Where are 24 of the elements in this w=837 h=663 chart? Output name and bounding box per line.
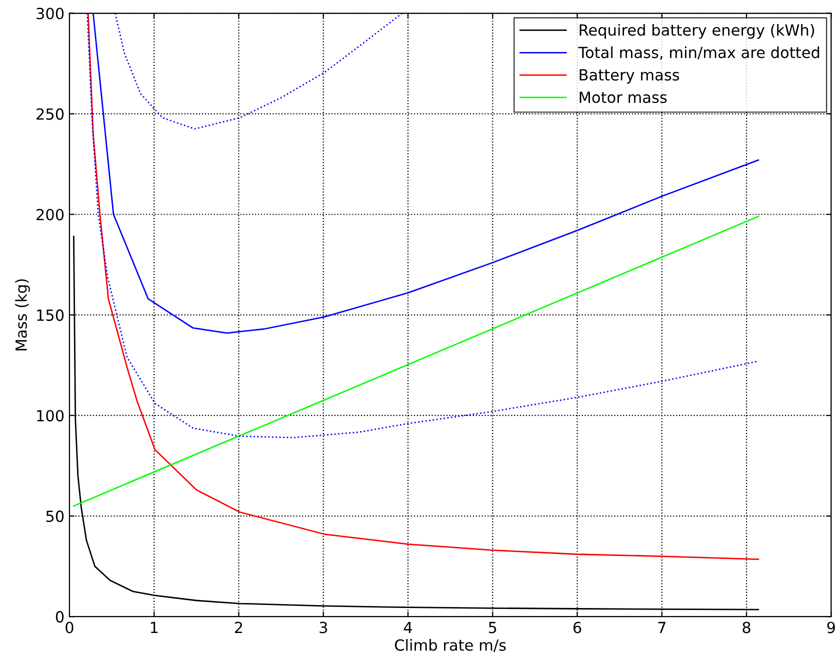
x-axis-title: Climb rate m/s: [394, 639, 506, 652]
legend-label: Total mass, min/max are dotted: [578, 46, 820, 60]
y-tick-label: 250: [36, 108, 64, 120]
x-tick-label: 6: [573, 622, 582, 634]
y-tick-label: 300: [36, 8, 64, 20]
legend-label: Required battery energy (kWh): [580, 24, 814, 39]
x-tick-label: 8: [742, 622, 750, 634]
x-tick-label: 9: [827, 622, 835, 634]
line-series: [114, 13, 403, 130]
y-tick-label: 50: [46, 510, 64, 522]
x-tick-label: 7: [658, 622, 666, 634]
y-tick-label: 0: [56, 611, 64, 623]
y-tick-label: 150: [37, 309, 64, 321]
x-tick-label: 2: [234, 622, 242, 634]
y-axis-title: Mass (kg): [15, 279, 30, 350]
y-tick-label: 100: [37, 410, 64, 422]
x-tick-label: 4: [404, 622, 412, 634]
x-tick-label: 3: [320, 622, 327, 634]
y-tick-label: 200: [36, 208, 64, 220]
x-tick-label: 0: [66, 622, 74, 634]
x-tick-label: 1: [150, 622, 158, 634]
x-tick-label: 5: [488, 622, 496, 634]
legend-label: Motor mass: [580, 92, 667, 104]
legend-label: Battery mass: [580, 69, 680, 84]
